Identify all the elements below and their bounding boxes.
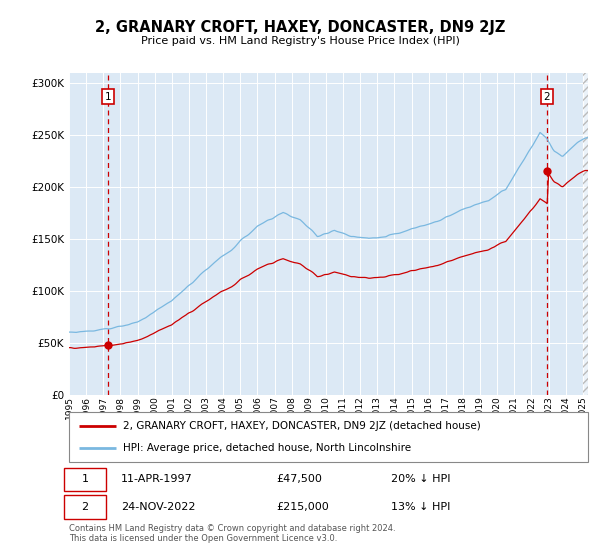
Text: £47,500: £47,500 bbox=[277, 474, 322, 484]
FancyBboxPatch shape bbox=[64, 495, 106, 519]
FancyBboxPatch shape bbox=[64, 468, 106, 491]
Text: Price paid vs. HM Land Registry's House Price Index (HPI): Price paid vs. HM Land Registry's House … bbox=[140, 36, 460, 46]
Bar bbox=[583, 73, 592, 395]
Text: £215,000: £215,000 bbox=[277, 502, 329, 512]
Text: 2, GRANARY CROFT, HAXEY, DONCASTER, DN9 2JZ (detached house): 2, GRANARY CROFT, HAXEY, DONCASTER, DN9 … bbox=[124, 421, 481, 431]
Text: 1: 1 bbox=[82, 474, 89, 484]
Text: 1: 1 bbox=[105, 92, 112, 102]
Text: 24-NOV-2022: 24-NOV-2022 bbox=[121, 502, 196, 512]
Text: 2: 2 bbox=[544, 92, 550, 102]
Text: 11-APR-1997: 11-APR-1997 bbox=[121, 474, 193, 484]
Text: 2: 2 bbox=[82, 502, 89, 512]
Text: Contains HM Land Registry data © Crown copyright and database right 2024.
This d: Contains HM Land Registry data © Crown c… bbox=[69, 524, 395, 543]
Text: 20% ↓ HPI: 20% ↓ HPI bbox=[391, 474, 450, 484]
FancyBboxPatch shape bbox=[69, 412, 588, 462]
Text: 2, GRANARY CROFT, HAXEY, DONCASTER, DN9 2JZ: 2, GRANARY CROFT, HAXEY, DONCASTER, DN9 … bbox=[95, 20, 505, 35]
Text: 13% ↓ HPI: 13% ↓ HPI bbox=[391, 502, 450, 512]
Text: HPI: Average price, detached house, North Lincolnshire: HPI: Average price, detached house, Nort… bbox=[124, 443, 412, 453]
Bar bbox=[583, 73, 596, 395]
